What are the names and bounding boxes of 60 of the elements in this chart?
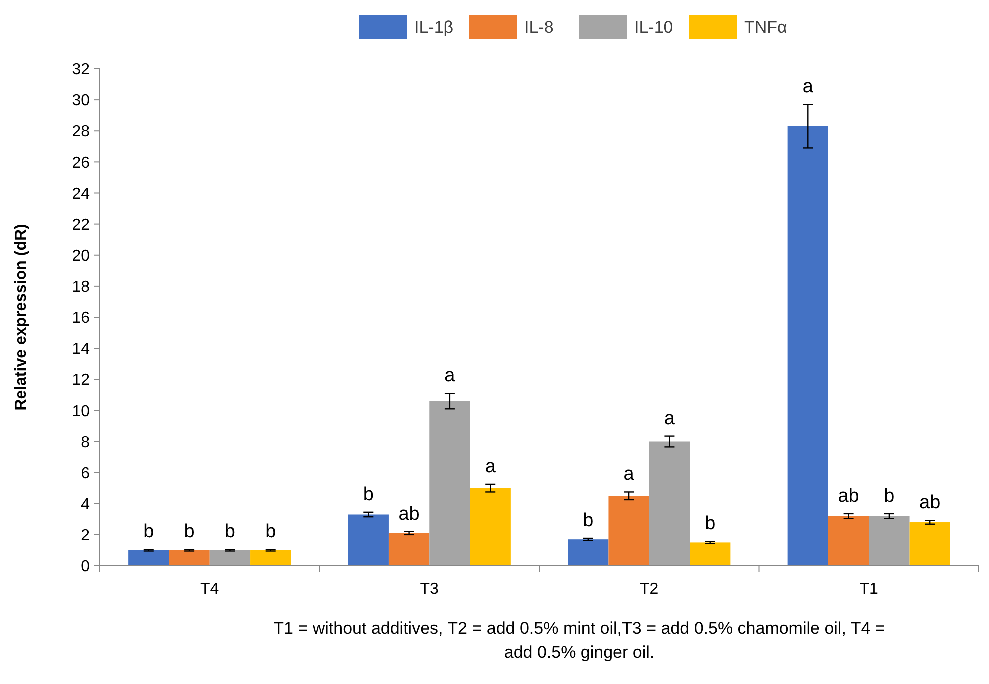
data-label: b xyxy=(266,522,276,543)
bar xyxy=(430,401,470,566)
bar xyxy=(568,540,609,566)
data-label: a xyxy=(444,366,456,387)
legend-label: IL-1β xyxy=(414,18,454,37)
y-tick-label: 14 xyxy=(72,341,90,358)
legend-label: TNFα xyxy=(744,18,788,37)
data-label: ab xyxy=(838,486,860,507)
data-label: b xyxy=(144,522,154,543)
bar xyxy=(690,542,731,566)
y-tick-label: 24 xyxy=(72,186,90,203)
y-tick-label: 16 xyxy=(72,310,90,328)
data-label: ab xyxy=(920,492,941,514)
data-label: a xyxy=(802,76,814,98)
bar xyxy=(869,516,910,566)
text: add 0.5% ginger oil. xyxy=(504,643,655,662)
bar xyxy=(169,550,210,566)
y-tick-label: 8 xyxy=(81,434,90,452)
y-tick-label: 32 xyxy=(72,62,90,79)
y-tick-label: 10 xyxy=(72,403,90,420)
y-tick-label: 4 xyxy=(81,496,90,514)
bar xyxy=(649,442,690,566)
y-tick-label: 18 xyxy=(72,279,90,296)
y-tick-label: 30 xyxy=(72,92,90,110)
x-tick-label: T2 xyxy=(640,581,659,598)
data-label: b xyxy=(884,486,895,507)
bar xyxy=(128,550,170,566)
legend-label: IL-10 xyxy=(634,18,674,37)
y-tick-label: 6 xyxy=(81,465,90,482)
bar xyxy=(388,533,430,566)
data-label: b xyxy=(583,510,594,532)
y-tick-label: 0 xyxy=(81,558,90,576)
data-label: a xyxy=(624,464,635,486)
data-label: b xyxy=(184,522,195,543)
data-label: ab xyxy=(398,504,420,525)
bar xyxy=(828,516,870,566)
x-tick-label: T1 xyxy=(860,581,879,598)
bar xyxy=(250,550,292,566)
y-tick-label: 22 xyxy=(72,216,90,234)
x-tick-label: T4 xyxy=(200,581,220,598)
y-axis-title: Relative expression (dR) xyxy=(13,224,30,411)
y-tick-label: 28 xyxy=(72,124,90,141)
bar xyxy=(210,550,251,566)
bar xyxy=(470,488,511,566)
bar xyxy=(348,514,389,566)
bar xyxy=(608,496,650,566)
y-tick-label: 12 xyxy=(72,372,90,390)
bar xyxy=(788,126,828,566)
bar xyxy=(910,522,950,566)
data-label: b xyxy=(363,484,374,506)
y-tick-label: 2 xyxy=(81,528,90,545)
data-label: a xyxy=(664,408,676,430)
data-label: a xyxy=(485,456,496,478)
text: T1 = without additives, T2 = add 0.5% mint oil,T3 = add 0.5% chamomile oil, T4 = xyxy=(274,619,886,638)
y-tick-label: 26 xyxy=(72,154,90,172)
data-label: b xyxy=(705,514,716,535)
y-tick-label: 20 xyxy=(72,248,90,265)
data-label: b xyxy=(224,522,236,543)
x-tick-label: T3 xyxy=(420,581,440,598)
legend-label: IL-8 xyxy=(524,18,554,37)
